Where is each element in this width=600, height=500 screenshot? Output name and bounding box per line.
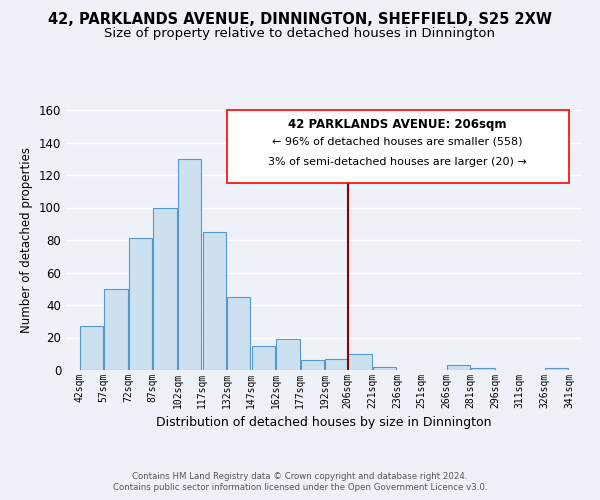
Bar xyxy=(154,208,177,370)
Bar xyxy=(373,367,396,370)
Bar xyxy=(545,368,568,370)
Bar xyxy=(446,365,470,370)
Text: 42, PARKLANDS AVENUE, DINNINGTON, SHEFFIELD, S25 2XW: 42, PARKLANDS AVENUE, DINNINGTON, SHEFFI… xyxy=(48,12,552,28)
Bar xyxy=(227,297,250,370)
Bar xyxy=(301,360,324,370)
Text: Size of property relative to detached houses in Dinnington: Size of property relative to detached ho… xyxy=(104,28,496,40)
Y-axis label: Number of detached properties: Number of detached properties xyxy=(20,147,33,333)
Bar xyxy=(178,159,202,370)
Bar xyxy=(471,368,494,370)
Bar xyxy=(80,326,103,370)
Bar xyxy=(325,358,349,370)
Bar xyxy=(104,289,128,370)
Text: Contains HM Land Registry data © Crown copyright and database right 2024.: Contains HM Land Registry data © Crown c… xyxy=(132,472,468,481)
Text: 42 PARKLANDS AVENUE: 206sqm: 42 PARKLANDS AVENUE: 206sqm xyxy=(289,118,507,131)
FancyBboxPatch shape xyxy=(227,110,569,183)
Text: Contains public sector information licensed under the Open Government Licence v3: Contains public sector information licen… xyxy=(113,484,487,492)
Bar xyxy=(252,346,275,370)
Text: 3% of semi-detached houses are larger (20) →: 3% of semi-detached houses are larger (2… xyxy=(268,157,527,167)
Bar xyxy=(349,354,371,370)
Bar xyxy=(129,238,152,370)
X-axis label: Distribution of detached houses by size in Dinnington: Distribution of detached houses by size … xyxy=(156,416,492,430)
Text: ← 96% of detached houses are smaller (558): ← 96% of detached houses are smaller (55… xyxy=(272,136,523,146)
Bar xyxy=(277,339,299,370)
Bar xyxy=(203,232,226,370)
